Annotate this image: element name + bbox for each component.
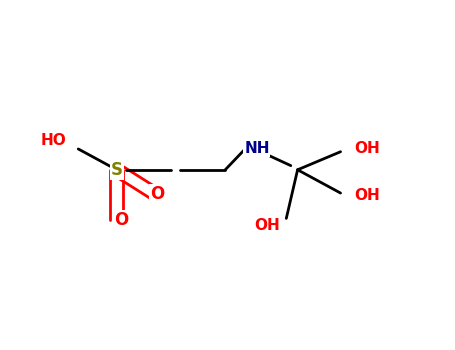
Text: OH: OH bbox=[354, 188, 380, 203]
Text: OH: OH bbox=[354, 141, 380, 156]
Text: HO: HO bbox=[40, 133, 66, 148]
Text: O: O bbox=[150, 185, 165, 203]
Text: NH: NH bbox=[244, 141, 270, 156]
Text: OH: OH bbox=[254, 218, 279, 233]
Text: S: S bbox=[111, 161, 123, 179]
Text: O: O bbox=[114, 211, 128, 229]
